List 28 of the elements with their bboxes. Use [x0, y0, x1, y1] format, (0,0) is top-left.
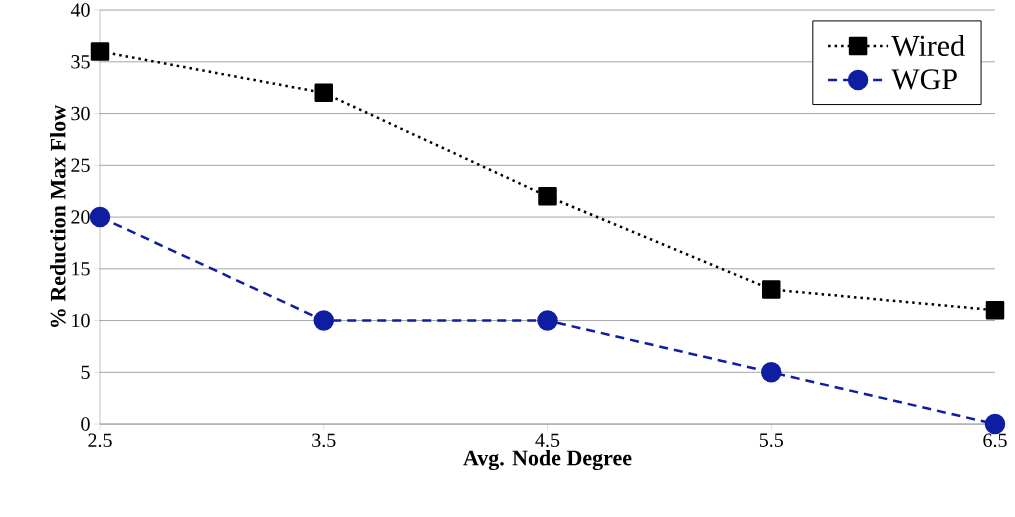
y-tick-label: 15	[72, 262, 90, 276]
y-tick-label: 0	[81, 417, 90, 431]
y-tick-label: 30	[71, 106, 90, 121]
x-tick-label: 2.5	[88, 433, 112, 448]
x-tick-label: 5.5	[759, 433, 783, 447]
y-tick-label: 5	[81, 365, 90, 379]
x-axis-title: Avg. Node Degree	[463, 449, 632, 471]
legend-label: Wired	[891, 34, 965, 57]
y-tick-label: 20	[71, 210, 90, 224]
y-tick-label: 40	[70, 3, 90, 17]
x-tick-label: 3.5	[312, 433, 336, 448]
point	[537, 310, 558, 331]
point	[985, 300, 1005, 320]
point	[538, 187, 557, 206]
point	[761, 362, 782, 383]
y-tick-label: 10	[72, 313, 90, 328]
point	[89, 206, 111, 228]
x-tick-label: 4.5	[535, 433, 560, 447]
point	[984, 413, 1006, 435]
point	[762, 280, 781, 299]
y-tick-label: 35	[71, 55, 90, 69]
legend-label: WGP	[891, 69, 957, 90]
point	[314, 83, 333, 103]
x-tick-label: 6.5	[983, 433, 1007, 448]
y-tick-label: 25	[71, 158, 90, 173]
point	[90, 42, 110, 61]
y-axis-title: % Reduction Max Flow	[50, 105, 66, 327]
point	[313, 310, 334, 331]
